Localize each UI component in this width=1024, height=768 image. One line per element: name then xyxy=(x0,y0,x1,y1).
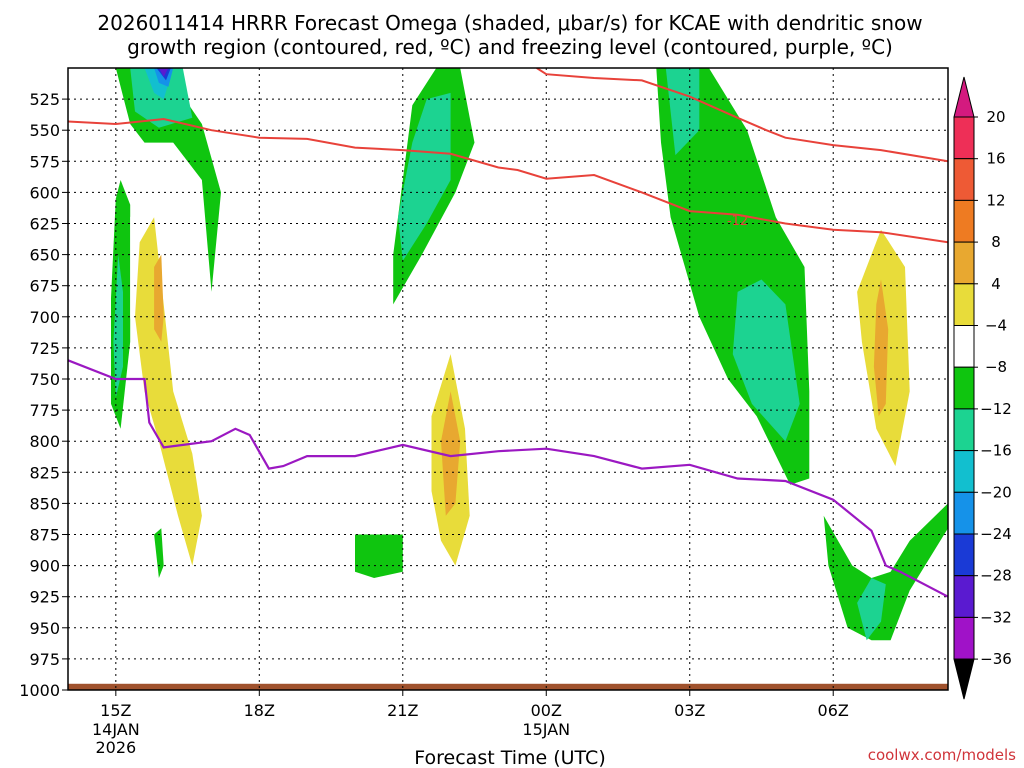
credit-text[interactable]: coolwx.com/models xyxy=(868,746,1016,764)
colorbar-label-5: −4 xyxy=(985,317,1007,335)
y-tick-label-850: 850 xyxy=(29,494,60,513)
colorbar-band-6 xyxy=(953,366,975,410)
colorbar-band-8 xyxy=(953,450,975,493)
colorbar: 20 16 12 8 4 −4 −8 −12 −16 −20 −24 −28 −32 −36 xyxy=(953,76,1012,700)
y-tick-label-825: 825 xyxy=(29,463,60,482)
x-tick-label-15Z: 15Z xyxy=(100,701,131,720)
x-tick-label-21Z: 21Z xyxy=(387,701,418,720)
colorbar-label-6: −8 xyxy=(985,358,1007,376)
omega-region-descent-17z xyxy=(254,68,331,193)
omega-region-descent-16z-core2 xyxy=(154,254,164,342)
x-tick-label-00Z: 00Z xyxy=(531,701,562,720)
x-tick-date-00Z: 15JAN xyxy=(522,720,570,739)
omega-region-descent-16z-core1 xyxy=(135,217,202,566)
colorbar-band-1 xyxy=(953,158,975,201)
colorbar-band-4 xyxy=(953,283,975,326)
omega-region-descent-1930z xyxy=(335,68,365,205)
colorbar-band-3 xyxy=(953,241,975,285)
x-tick-date-15Z: 14JAN xyxy=(92,720,140,739)
omega-region-ascent-03z-core2 xyxy=(732,279,800,442)
colorbar-label-3: 8 xyxy=(991,233,1001,251)
y-tick-label-925: 925 xyxy=(29,588,60,607)
y-tick-label-675: 675 xyxy=(29,277,60,296)
colorbar-band-7 xyxy=(953,408,975,452)
colorbar-top-arrow xyxy=(953,76,975,118)
y-axis: 525 550 575 600 625 650 675 700 725 750 775 800 825 8… xyxy=(19,90,68,700)
colorbar-label-0: 20 xyxy=(986,108,1005,126)
colorbar-label-10: −24 xyxy=(980,525,1012,543)
terrain-strip xyxy=(68,683,948,690)
colorbar-label-2: 12 xyxy=(986,191,1005,209)
colorbar-band-5 xyxy=(953,325,975,368)
y-tick-label-975: 975 xyxy=(29,650,60,669)
y-tick-label-725: 725 xyxy=(29,339,60,358)
colorbar-label-11: −28 xyxy=(980,567,1012,585)
omega-region-ascent-03z-core1 xyxy=(665,68,700,156)
y-tick-label-625: 625 xyxy=(29,215,60,234)
colorbar-band-10 xyxy=(953,533,975,577)
omega-region-descent-07z-core2 xyxy=(873,279,889,417)
colorbar-label-9: −20 xyxy=(980,483,1012,501)
colorbar-band-2 xyxy=(953,199,975,243)
omega-region-ascent-07z-core xyxy=(857,578,886,641)
omega-region-ascent-1530z xyxy=(154,528,164,578)
x-axis-label: Forecast Time (UTC) xyxy=(414,747,605,768)
chart-title-line1: 2026011414 HRRR Forecast Omega (shaded, … xyxy=(97,11,922,35)
omega-region-ascent-07z xyxy=(823,503,948,641)
y-tick-label-950: 950 xyxy=(29,619,60,638)
grid-lines xyxy=(68,68,948,690)
y-tick-label-600: 600 xyxy=(29,183,60,202)
omega-region-ascent-15z-core xyxy=(113,254,123,398)
y-tick-label-800: 800 xyxy=(29,432,60,451)
y-tick-label-875: 875 xyxy=(29,526,60,545)
dgz-contour-0 xyxy=(68,117,948,244)
y-tick-label-650: 650 xyxy=(29,246,60,265)
omega-region-descent-08z-corner xyxy=(928,640,948,690)
x-tick-label-18Z: 18Z xyxy=(244,701,275,720)
contours: -12 xyxy=(68,68,948,598)
colorbar-band-11 xyxy=(953,575,975,618)
colorbar-band-12 xyxy=(953,616,975,660)
y-tick-label-550: 550 xyxy=(29,121,60,140)
omega-shading xyxy=(68,68,948,690)
omega-region-ascent-16z xyxy=(115,68,221,292)
colorbar-label-12: −32 xyxy=(980,608,1012,626)
omega-region-descent-22z-core2 xyxy=(441,391,461,516)
omega-region-ascent-2030z xyxy=(355,534,403,578)
y-tick-label-775: 775 xyxy=(29,401,60,420)
colorbar-label-13: −36 xyxy=(980,650,1012,668)
y-tick-label-525: 525 xyxy=(29,90,60,109)
colorbar-label-4: 4 xyxy=(991,275,1001,293)
colorbar-bottom-arrow xyxy=(953,658,975,700)
chart-title-line2: growth region (contoured, red, ºC) and f… xyxy=(127,35,893,59)
y-tick-label-900: 900 xyxy=(29,557,60,576)
colorbar-label-8: −16 xyxy=(980,442,1012,460)
x-tick-year-15Z: 2026 xyxy=(95,738,136,757)
freezing-level-contour xyxy=(68,359,948,598)
y-tick-label-700: 700 xyxy=(29,308,60,327)
x-tick-label-03Z: 03Z xyxy=(674,701,705,720)
dgz-contour-label: -12 xyxy=(727,214,748,229)
colorbar-label-7: −12 xyxy=(980,400,1012,418)
y-tick-label-575: 575 xyxy=(29,152,60,171)
colorbar-label-1: 16 xyxy=(986,150,1005,168)
y-tick-label-750: 750 xyxy=(29,370,60,389)
omega-region-ascent-21z-core xyxy=(398,92,451,261)
y-tick-label-1000: 1000 xyxy=(19,681,60,700)
omega-region-ascent-16z-core1 xyxy=(130,68,193,128)
omega-region-ascent-16z-core5 xyxy=(158,68,169,77)
x-tick-label-06Z: 06Z xyxy=(818,701,849,720)
dgz-contour-1 xyxy=(536,68,948,163)
colorbar-band-0 xyxy=(953,116,975,160)
colorbar-band-9 xyxy=(953,491,975,535)
